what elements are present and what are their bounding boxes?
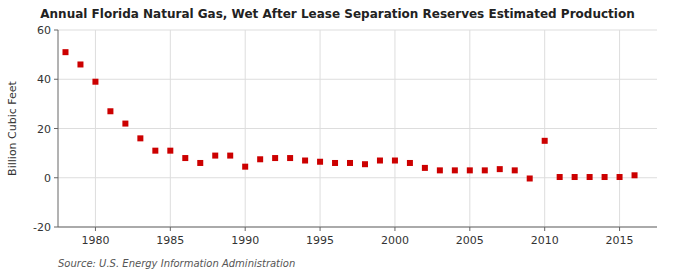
source: Source: U.S. Energy Information Administ… bbox=[58, 258, 295, 269]
point bbox=[182, 155, 188, 161]
point bbox=[227, 153, 233, 159]
point bbox=[167, 148, 173, 154]
y-grid-line bbox=[58, 227, 657, 228]
point bbox=[107, 108, 113, 114]
points bbox=[62, 49, 637, 181]
y-grid-line bbox=[58, 30, 657, 31]
y-grid-line bbox=[58, 177, 657, 178]
x-axis-line bbox=[58, 227, 657, 228]
x-tick bbox=[245, 227, 246, 231]
x-grid-line bbox=[170, 30, 171, 227]
point bbox=[137, 135, 143, 141]
x-tick bbox=[320, 227, 321, 231]
x-tick-label: 1995 bbox=[306, 234, 334, 247]
x-grid-line bbox=[320, 30, 321, 227]
x-grid-line bbox=[245, 30, 246, 227]
point bbox=[482, 167, 488, 173]
y-axis-label: Billion Cubic Feet bbox=[6, 80, 19, 175]
title: Annual Florida Natural Gas, Wet After Le… bbox=[40, 7, 634, 21]
x-tick-label: 1985 bbox=[156, 234, 184, 247]
y-tick-label: 60 bbox=[37, 24, 51, 37]
point bbox=[392, 158, 398, 164]
x-tick-label: 2010 bbox=[531, 234, 559, 247]
point bbox=[407, 160, 413, 166]
x-grid-line bbox=[394, 30, 395, 227]
point bbox=[152, 148, 158, 154]
point bbox=[617, 174, 623, 180]
x-tick bbox=[95, 227, 96, 231]
x-tick-label: 1980 bbox=[81, 234, 109, 247]
y-tick bbox=[54, 177, 58, 178]
y-tick-label: 0 bbox=[44, 172, 51, 185]
point bbox=[377, 158, 383, 164]
y-tick-label: -20 bbox=[33, 221, 51, 234]
point bbox=[287, 155, 293, 161]
y-tick bbox=[54, 227, 58, 228]
x-tick-label: 1990 bbox=[231, 234, 259, 247]
point bbox=[212, 153, 218, 159]
y-tick-label: 40 bbox=[37, 73, 51, 86]
point bbox=[197, 160, 203, 166]
x-tick bbox=[544, 227, 545, 231]
point bbox=[437, 167, 443, 173]
x-grid-line bbox=[469, 30, 470, 227]
x-tick bbox=[170, 227, 171, 231]
point bbox=[272, 155, 278, 161]
y-grid-line bbox=[58, 128, 657, 129]
point bbox=[512, 167, 518, 173]
point bbox=[527, 175, 533, 181]
y-tick-label: 20 bbox=[37, 123, 51, 136]
point bbox=[557, 174, 563, 180]
x-tick bbox=[394, 227, 395, 231]
chart: -20 0 20 40 60 1980 1985 1990 1995 2000 2005 2010 20… bbox=[0, 0, 675, 275]
point bbox=[452, 167, 458, 173]
point bbox=[302, 158, 308, 164]
x-tick-label: 2000 bbox=[381, 234, 409, 247]
point bbox=[497, 166, 503, 172]
point bbox=[632, 172, 638, 178]
x-tick-label: 2015 bbox=[606, 234, 634, 247]
x-tick bbox=[619, 227, 620, 231]
point bbox=[62, 49, 68, 55]
point bbox=[77, 61, 83, 67]
point bbox=[92, 79, 98, 85]
point bbox=[257, 156, 263, 162]
x-grid-line bbox=[544, 30, 545, 227]
point bbox=[242, 164, 248, 170]
y-tick bbox=[54, 30, 58, 31]
point bbox=[347, 160, 353, 166]
grid bbox=[58, 30, 657, 227]
point bbox=[587, 174, 593, 180]
point bbox=[572, 174, 578, 180]
point bbox=[422, 165, 428, 171]
point bbox=[122, 121, 128, 127]
y-tick bbox=[54, 128, 58, 129]
point bbox=[332, 160, 338, 166]
x-tick bbox=[469, 227, 470, 231]
x-tick-label: 2005 bbox=[456, 234, 484, 247]
y-tick bbox=[54, 79, 58, 80]
x-grid-line bbox=[95, 30, 96, 227]
point bbox=[542, 138, 548, 144]
point bbox=[362, 161, 368, 167]
point bbox=[602, 174, 608, 180]
point bbox=[467, 167, 473, 173]
y-grid-line bbox=[58, 79, 657, 80]
x-grid-line bbox=[619, 30, 620, 227]
point bbox=[317, 159, 323, 165]
